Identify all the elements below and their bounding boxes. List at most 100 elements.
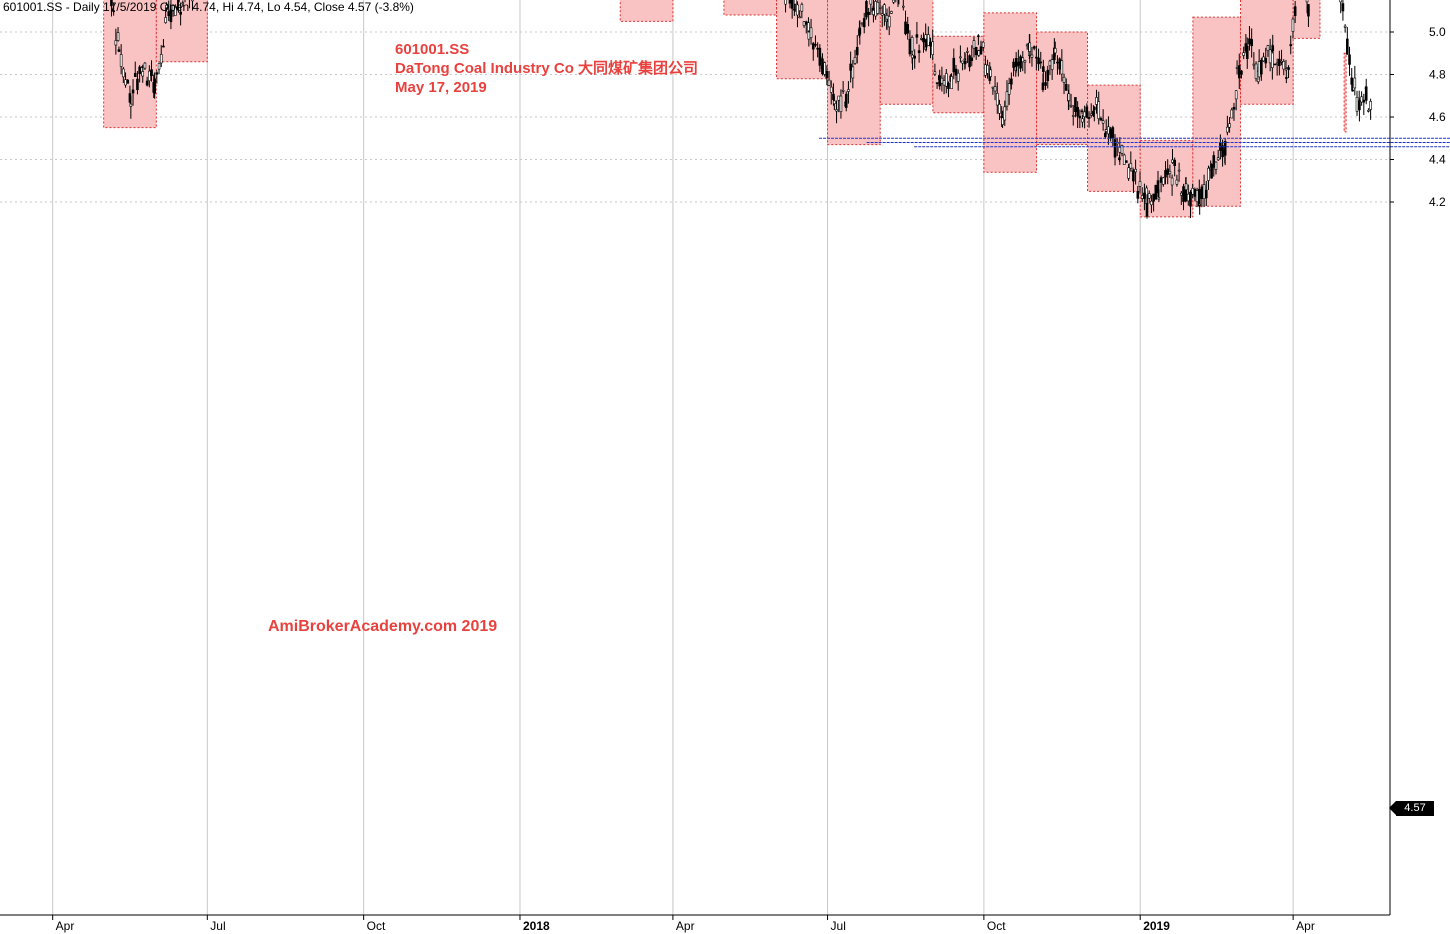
candle-body [122,68,125,78]
annotation-ticker: 601001.SS [395,41,470,58]
candle-body [1069,104,1073,107]
candle-body [1235,67,1239,69]
candle-body [1289,44,1293,47]
candle-body [947,82,950,89]
candle-body [1212,155,1216,168]
monthly-range-box [103,0,157,129]
candle-body [116,32,120,41]
candle-body [126,79,130,84]
candle-body [148,70,151,82]
candle-body [1003,106,1007,121]
candle-body [177,0,180,3]
candle-body [1358,103,1361,111]
last-price-marker: 4.57 [1389,801,1434,816]
monthly-range-box [1343,52,1347,133]
candle-body [145,80,149,86]
candle-body [1175,179,1179,185]
candle-body [1305,0,1309,3]
candle-body [917,50,921,54]
candle-body [800,4,804,12]
candle-body [880,13,884,16]
candle-body [1076,107,1079,117]
candle-body [954,68,958,76]
candle-body [1173,159,1176,167]
candle-body [940,77,944,84]
candle-body [1145,203,1149,217]
candle-body [989,69,992,77]
candle-body [1053,48,1057,54]
candle-body [1198,203,1201,206]
candle-body [1287,67,1290,70]
candle-body [1156,180,1160,194]
candle-body [829,86,833,93]
candle-body [133,72,137,77]
candle-body [112,10,115,13]
candle-body [924,39,928,48]
candle-body [1278,58,1281,67]
candle-body [1001,117,1004,125]
candle-body [1101,120,1105,124]
grid-lines [0,0,1390,915]
candle-body [1143,192,1146,199]
candle-body [1044,82,1047,86]
candle-body [837,95,841,101]
candle-body [1242,52,1245,56]
candle-body [788,0,792,4]
candle-body [1271,51,1274,69]
candle-body [977,35,980,38]
candle-body [131,89,135,94]
candle-body [150,69,153,76]
candle-body [1262,56,1265,62]
candle-body [825,71,829,79]
candle-body [847,89,850,92]
candle-body [915,34,919,38]
candle-body [904,21,907,35]
candle-body [979,46,983,55]
candle-body [1240,70,1243,75]
monthly-range-box [155,0,208,63]
candle-body [1195,190,1199,203]
x-tick-label: Oct [987,919,1006,933]
candle-body [119,54,123,67]
candle-body [1025,44,1029,47]
candle-body [851,66,855,79]
y-tick-label: 4.6 [1429,110,1446,124]
candle-body [1364,86,1368,101]
axes [0,0,1391,916]
candle-body [159,54,163,64]
candle-body [1207,167,1210,181]
candle-body [920,38,923,40]
candle-body [841,90,845,92]
candle-body [995,92,999,106]
candle-body [1067,93,1071,101]
candle-body [1019,56,1022,69]
candle-body [1367,109,1370,112]
candle-body [1085,106,1089,118]
candle-body [966,51,969,53]
candle-body [1202,184,1206,199]
candle-body [1362,99,1366,103]
candle-body [1234,90,1238,100]
candle-body [1226,126,1229,133]
candle-body [1291,18,1295,32]
candle-body [1023,60,1027,63]
candle-body [153,78,156,94]
candle-body [862,18,866,28]
candlestick-series [110,0,1372,219]
candle-body [984,64,987,76]
candle-body [855,46,859,56]
candle-body [793,0,797,5]
candle-body [1109,128,1112,138]
candle-body [809,27,813,38]
candle-body [1104,129,1108,132]
monthly-range-box [1239,0,1294,105]
candle-body [1214,161,1218,170]
candle-body [114,40,118,46]
candle-body [1150,200,1153,206]
candle-body [784,0,787,5]
candle-body [169,9,173,23]
candle-body [1056,61,1059,64]
candle-body [1118,147,1122,153]
candle-body [1021,57,1025,63]
